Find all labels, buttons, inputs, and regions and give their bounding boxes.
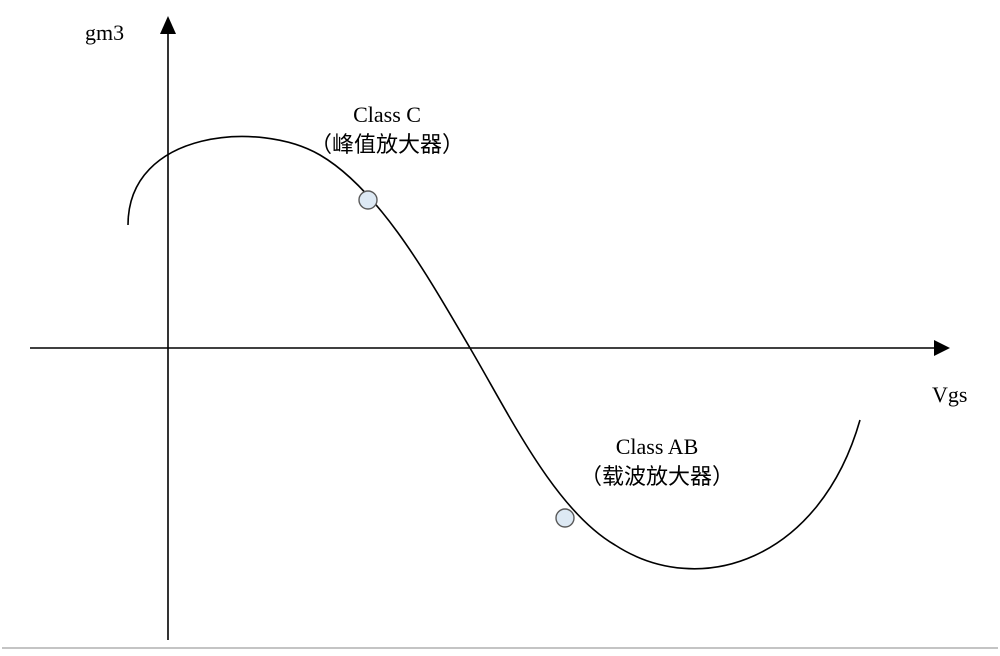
marker-class-c [359, 191, 377, 209]
x-axis-arrow [934, 340, 950, 356]
annotation-class-c-line1: Class C [310, 100, 464, 130]
annotation-class-ab: Class AB （载波放大器） [580, 432, 734, 491]
annotation-class-ab-line2: （载波放大器） [580, 462, 734, 492]
y-axis-arrow [160, 16, 176, 34]
marker-class-ab [556, 509, 574, 527]
gm3-curve [128, 136, 860, 568]
diagram-canvas: gm3 Vgs Class C （峰值放大器） Class AB （载波放大器） [0, 0, 1000, 656]
annotation-class-c: Class C （峰值放大器） [310, 100, 464, 159]
x-axis-label: Vgs [932, 382, 967, 408]
diagram-svg [0, 0, 1000, 656]
annotation-class-c-line2: （峰值放大器） [310, 130, 464, 160]
annotation-class-ab-line1: Class AB [580, 432, 734, 462]
y-axis-label: gm3 [85, 20, 124, 46]
